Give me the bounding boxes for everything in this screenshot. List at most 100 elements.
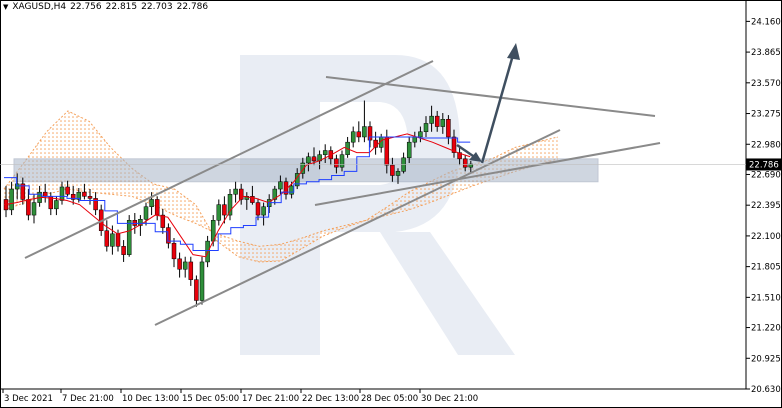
price-axis: 24.160 23.865 23.570 23.275 22.980 22.690 22.3… <box>746 17 781 395</box>
price-tick-label: 22.690 <box>751 170 781 180</box>
candle-body <box>121 246 126 255</box>
price-tick-label: 24.160 <box>751 17 781 27</box>
candle-body <box>31 202 37 216</box>
candle-body <box>311 156 317 162</box>
candle-body <box>20 183 26 200</box>
candle-body <box>446 119 451 138</box>
chart-header: ▼ XAGUSD,H4 22.756 22.815 22.703 22.786 <box>3 2 208 12</box>
price-tick-label: 21.220 <box>751 324 781 334</box>
candle-body <box>322 150 328 155</box>
candle-body <box>115 233 121 247</box>
candle-body <box>356 131 362 138</box>
candle-body <box>182 261 188 270</box>
candle-body <box>266 199 272 207</box>
candle-body <box>462 158 468 168</box>
candle-body <box>132 220 138 226</box>
forecast-arrow-down-head <box>469 152 482 162</box>
trend-lines <box>24 60 661 326</box>
senkou-span-a <box>3 110 558 263</box>
time-tick-label: 15 Dec 05:00 <box>182 394 239 404</box>
time-tick-label: 3 Dec 2021 <box>4 394 53 404</box>
candle-body <box>233 188 238 195</box>
candle-body <box>9 188 14 211</box>
price-tick-label: 20.925 <box>751 354 781 364</box>
symbol-label: XAGUSD,H4 <box>12 2 67 12</box>
candle-body <box>171 242 177 260</box>
candle-body <box>406 141 412 159</box>
candle-body <box>76 191 82 200</box>
time-tick-label: 22 Dec 13:00 <box>302 394 359 404</box>
forecast-arrow-up <box>480 54 515 164</box>
candle-body <box>42 191 48 197</box>
candle-body <box>82 191 87 197</box>
price-tick-label: 23.275 <box>751 110 781 120</box>
candle-body <box>87 196 93 199</box>
candle-body <box>395 171 401 176</box>
candle-body <box>440 119 446 127</box>
candle-body <box>278 181 283 190</box>
candle-body <box>160 214 166 228</box>
support-line <box>314 142 661 206</box>
candle-body <box>154 199 160 216</box>
candle-body <box>300 162 306 174</box>
candle-body <box>390 164 395 176</box>
candle-body <box>244 196 250 200</box>
candle-body <box>412 136 418 143</box>
watermark-logo <box>240 55 515 355</box>
candle-body <box>65 186 70 195</box>
candle-body <box>93 198 98 211</box>
resistance-line <box>325 76 656 117</box>
candle-body <box>104 230 110 247</box>
candle-body <box>59 186 65 201</box>
candle-body <box>250 196 255 203</box>
candle-body <box>429 115 434 124</box>
triangle-down-icon[interactable]: ▼ <box>3 3 9 11</box>
price-tick-label: 20.630 <box>751 385 781 395</box>
candle-body <box>418 131 423 138</box>
price-tick-label: 23.865 <box>751 48 781 58</box>
ichimoku-cloud <box>4 110 558 262</box>
candle-body <box>216 204 222 221</box>
candle-body <box>272 188 278 200</box>
price-tick-label: 21.805 <box>751 263 781 273</box>
time-tick-label: 17 Dec 21:00 <box>242 394 299 404</box>
price-tick-label: 22.395 <box>751 201 781 211</box>
candle-body <box>451 136 457 153</box>
candle-body <box>54 200 59 210</box>
candle-body <box>199 261 205 301</box>
candle-body <box>149 199 154 207</box>
candle-body <box>126 220 132 255</box>
candle-body <box>339 154 345 168</box>
channel-upper-line <box>24 60 434 259</box>
time-tick-label: 7 Dec 21:00 <box>62 394 114 404</box>
forecast-arrow-up-head <box>507 43 520 60</box>
price-tick-label: 22.980 <box>751 140 781 150</box>
candle-body <box>14 183 20 190</box>
time-tick-label: 30 Dec 21:00 <box>421 394 478 404</box>
low-value: 22.703 <box>141 2 173 12</box>
close-value: 22.786 <box>176 2 209 12</box>
time-axis: 3 Dec 2021 7 Dec 21:00 10 Dec 13:00 15 Dec … <box>2 389 478 404</box>
candle-body <box>227 194 233 216</box>
candle-body <box>110 233 115 247</box>
candle-body <box>306 156 311 164</box>
candle-body <box>367 126 373 141</box>
watermark-leg <box>380 232 515 355</box>
candle-body <box>26 199 31 216</box>
candle-body <box>222 204 227 216</box>
tenkan-line <box>3 133 471 258</box>
open-value: 22.756 <box>70 2 102 12</box>
candle-body <box>423 123 429 133</box>
channel-lower-line <box>154 129 561 326</box>
candle-body <box>70 194 76 200</box>
candle-body <box>362 126 367 138</box>
candle-body <box>457 152 462 160</box>
current-price-tag <box>746 158 782 171</box>
candle-body <box>289 185 294 195</box>
candle-body <box>177 258 182 270</box>
candle-body <box>138 218 143 226</box>
candle-body <box>350 131 356 143</box>
price-tick-label: 23.570 <box>751 79 781 89</box>
